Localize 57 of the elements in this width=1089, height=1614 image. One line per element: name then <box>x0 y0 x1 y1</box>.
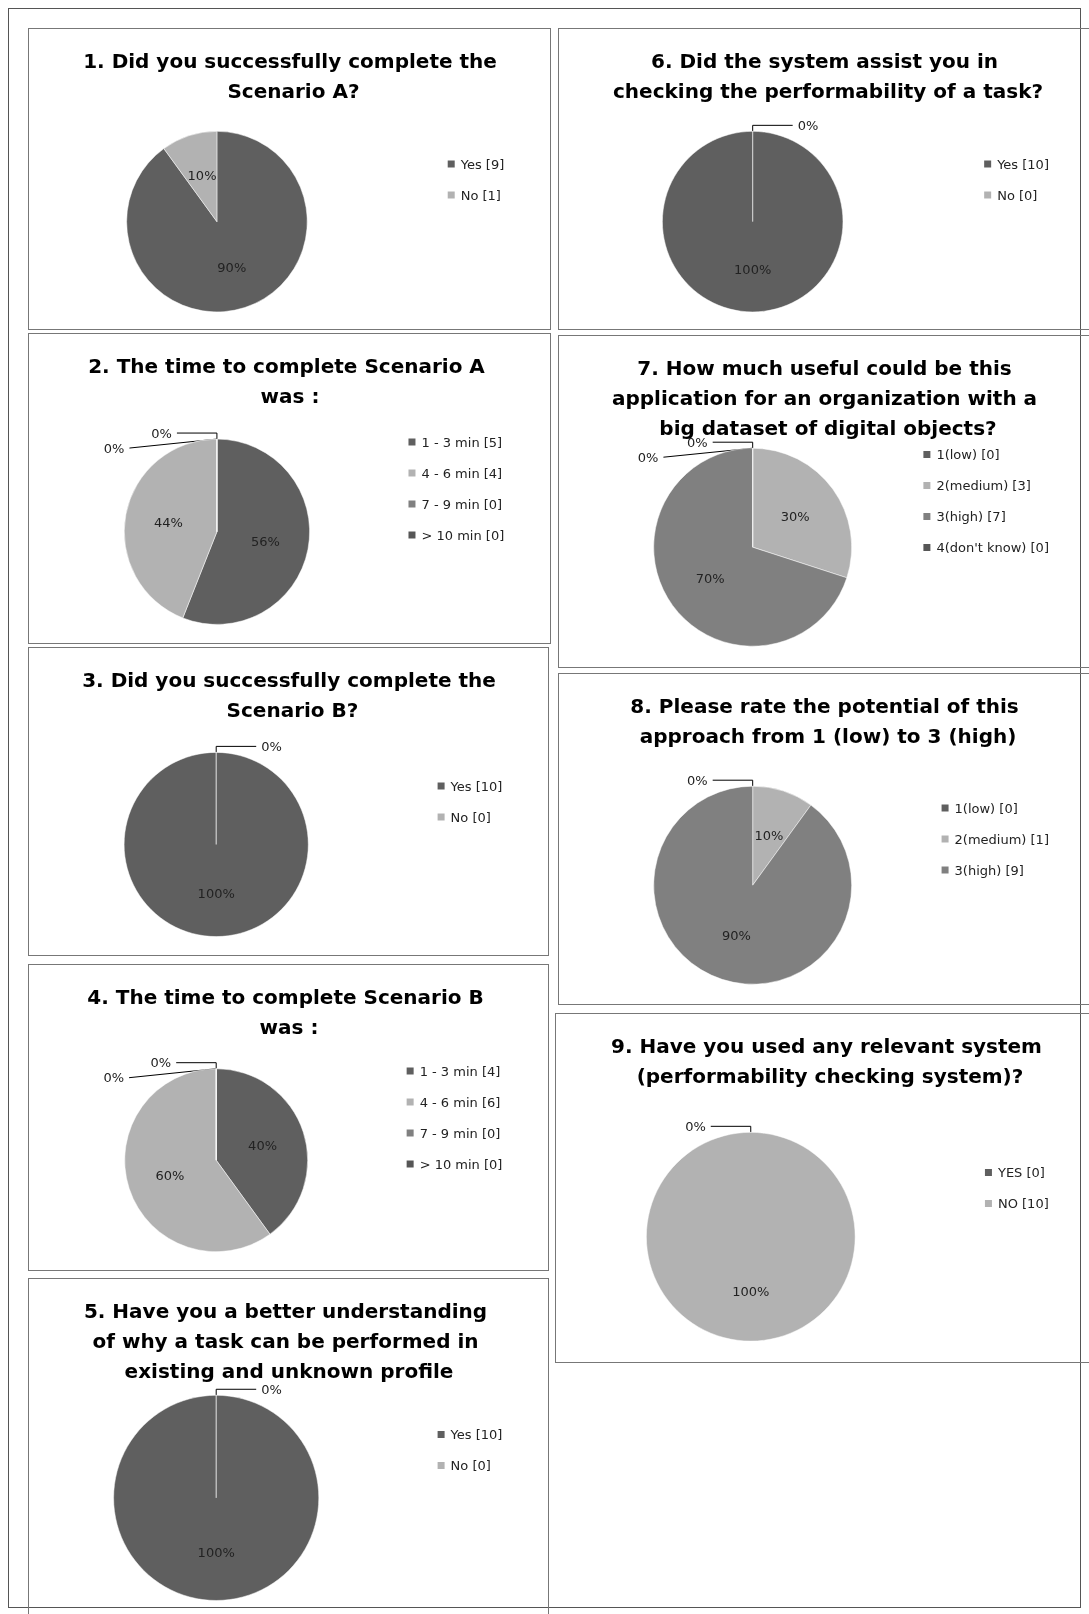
legend-label: YES [0] <box>996 1164 1045 1180</box>
chart-title: 3. Did you successfully complete the Scenario B? <box>81 668 496 723</box>
text: 0% <box>686 772 708 788</box>
chart-title: 8. Please rate the potential of this approach from 1 (low) to 3 (high) <box>629 693 1026 748</box>
data-label: 40% <box>247 1137 277 1153</box>
legend-label: 1(low) [0] <box>936 447 1000 463</box>
data-label: 10% <box>187 167 217 183</box>
legend-label: 3(high) [9] <box>954 862 1024 878</box>
data-label: 30% <box>780 509 810 525</box>
legend-label: NO [10] <box>997 1195 1049 1211</box>
legend-label: No [0] <box>450 809 491 825</box>
data-label: 60% <box>154 1167 184 1183</box>
text: 0% <box>150 425 172 441</box>
legend-label: 2(medium) [3] <box>936 478 1031 494</box>
legend-label: 1 - 3 min [5] <box>420 434 502 450</box>
data-label: 100% <box>197 886 235 902</box>
chart-title: 4. The time to complete Scenario B was : <box>86 985 491 1040</box>
legend-label: 1(low) [0] <box>954 800 1018 816</box>
chart-title: 9. Have you used any relevant system (performability checking system)? <box>610 1033 1042 1088</box>
text: 0% <box>150 1055 171 1071</box>
legend-label: 4 - 6 min [6] <box>419 1094 500 1110</box>
legend-label: No [0] <box>450 1458 491 1474</box>
legend-label: 7 - 9 min [0] <box>420 496 502 512</box>
chart-title: 2. The time to complete Scenario A was : <box>87 354 492 409</box>
text: 0% <box>797 117 818 133</box>
legend-label: > 10 min [0] <box>419 1156 502 1172</box>
data-label: 90% <box>216 259 246 275</box>
legend-label: 3(high) [7] <box>936 509 1006 525</box>
legend-label: > 10 min [0] <box>420 527 504 543</box>
legend-label: 4(don't know) [0] <box>936 540 1049 556</box>
chart-title: 5. Have you a better understanding of why a task can be performed in existing and unknown profile <box>83 1299 494 1384</box>
text: 0% <box>260 739 282 755</box>
legend-label: Yes [9] <box>459 156 504 172</box>
text: 0% <box>103 440 124 456</box>
data-label: 70% <box>695 570 725 586</box>
text: 0% <box>637 449 659 465</box>
data-label: 90% <box>721 927 751 943</box>
legend-label: Yes [10] <box>449 1427 502 1443</box>
text: 0% <box>684 1118 706 1134</box>
legend-label: No [1] <box>460 187 501 203</box>
data-label: 100% <box>197 1544 235 1560</box>
data-label: 56% <box>250 533 280 549</box>
legend-label: Yes [10] <box>995 156 1049 172</box>
legend-label: Yes [10] <box>449 778 502 794</box>
chart-title: 1. Did you successfully complete the Scenario A? <box>82 48 497 103</box>
data-label: 10% <box>754 827 783 843</box>
legend-label: 1 - 3 min [4] <box>419 1063 500 1079</box>
legend-label: 4 - 6 min [4] <box>420 465 502 481</box>
legend-label: 7 - 9 min [0] <box>419 1125 500 1141</box>
data-label: 100% <box>731 1283 769 1299</box>
chart-title: 6. Did the system assist you in checking the performability of a task? <box>612 48 1043 103</box>
data-label: 100% <box>733 261 771 277</box>
legend-label: No [0] <box>996 187 1037 203</box>
legend-label: 2(medium) [1] <box>954 831 1049 847</box>
data-label: 44% <box>153 515 183 531</box>
text: 0% <box>260 1381 282 1397</box>
text: 0% <box>102 1070 124 1086</box>
